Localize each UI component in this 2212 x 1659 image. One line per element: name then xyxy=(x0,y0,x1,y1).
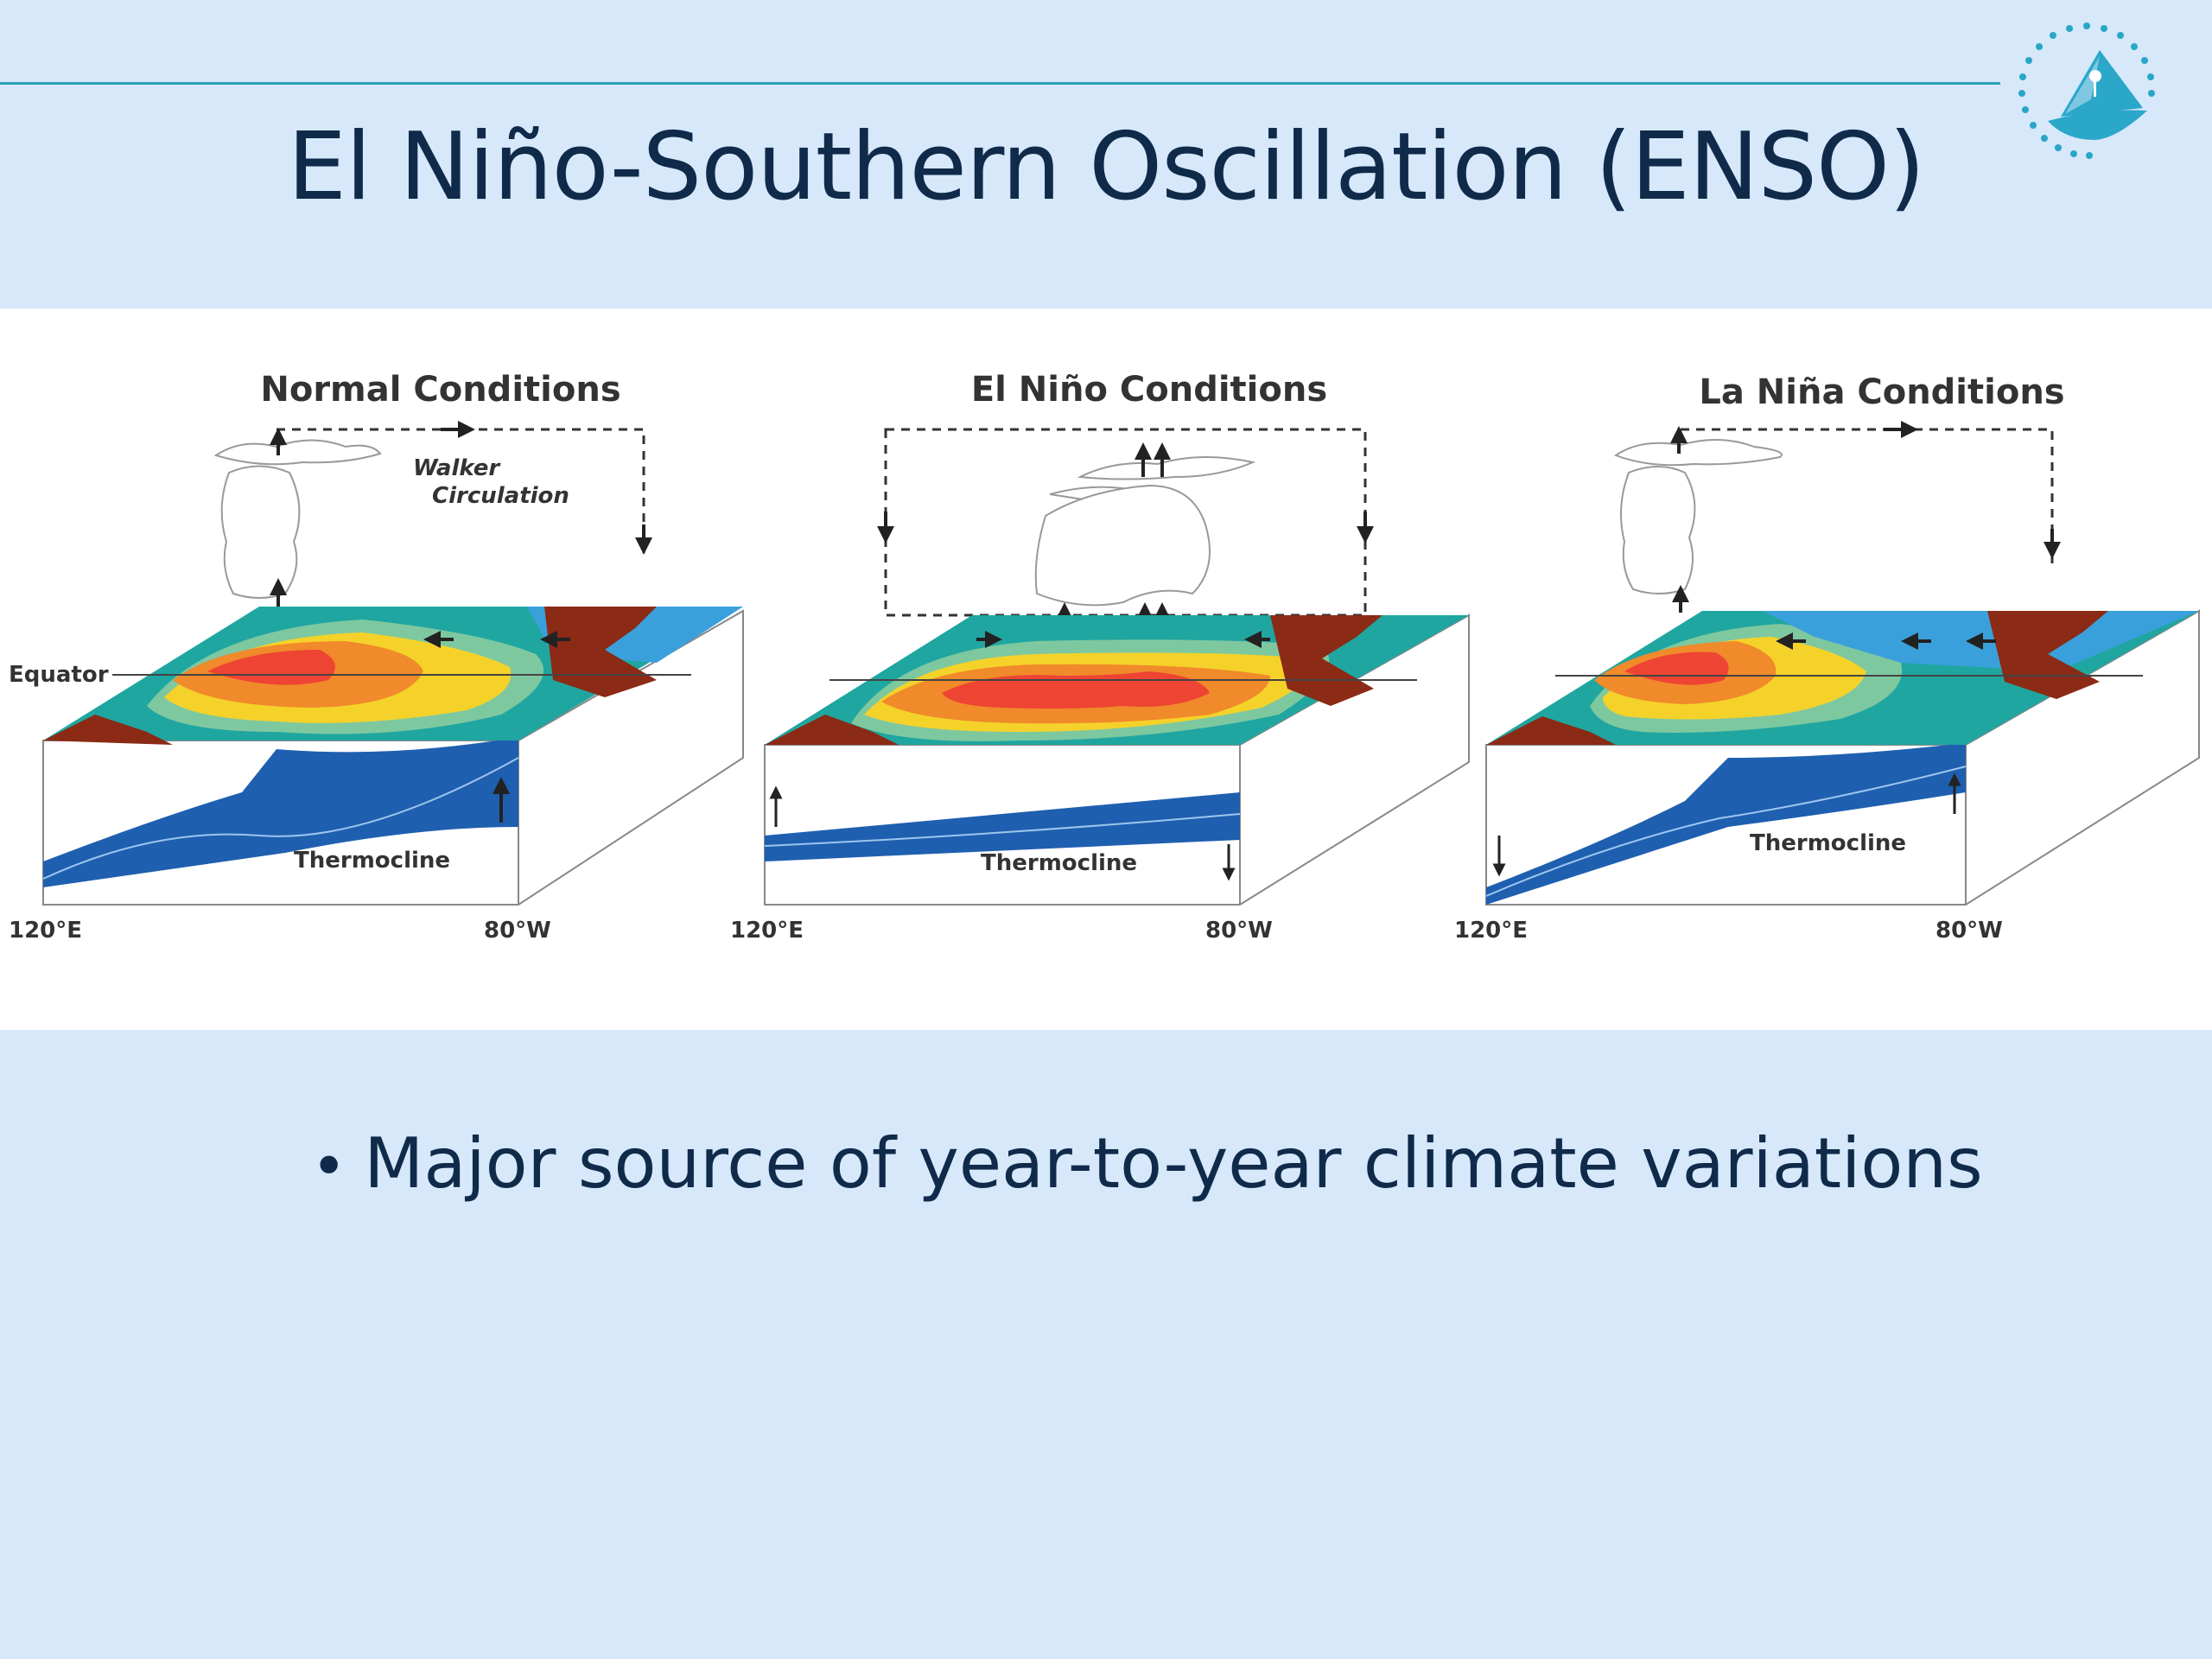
convection-cloud xyxy=(1034,455,1256,607)
panel-title-normal: Normal Conditions xyxy=(260,370,620,410)
slide-title: El Niño-Southern Oscillation (ENSO) xyxy=(287,113,1925,221)
thermocline-label: Thermocline xyxy=(1750,830,1906,856)
panel-la-nina: La Niña Conditions Thermocline xyxy=(1454,372,2200,944)
asia-land xyxy=(43,715,173,745)
header-rule xyxy=(0,82,2000,85)
thermocline-label: Thermocline xyxy=(981,850,1137,876)
enso-diagram: Normal Conditions Walker Circulation The… xyxy=(9,370,2200,944)
right-longitude: 80°W xyxy=(484,918,551,944)
enso-figure: Normal Conditions Walker Circulation The… xyxy=(0,308,2212,1030)
left-longitude: 120°E xyxy=(730,918,804,944)
organization-logo-icon xyxy=(2018,22,2155,159)
left-longitude: 120°E xyxy=(9,918,82,944)
panel-normal: Normal Conditions Walker Circulation The… xyxy=(9,370,744,944)
right-longitude: 80°W xyxy=(1205,918,1273,944)
deep-cold-water xyxy=(765,792,1240,861)
walker-label: Walker xyxy=(413,455,501,481)
equator-label: Equator xyxy=(9,662,109,688)
right-longitude: 80°W xyxy=(1936,918,2003,944)
convection-cloud xyxy=(1613,439,1783,594)
panel-el-nino: El Niño Conditions Thermocline xyxy=(730,370,1470,944)
panel-title-la-nina: La Niña Conditions xyxy=(1699,372,2064,412)
bullet-text: Major source of year-to-year climate var… xyxy=(364,1123,1983,1204)
walker-circulation-loop xyxy=(276,428,645,559)
panel-title-el-nino: El Niño Conditions xyxy=(971,370,1327,410)
deep-cold-water xyxy=(43,723,518,887)
circulation-label: Circulation xyxy=(432,483,569,509)
bullet-item: • Major source of year-to-year climate va… xyxy=(311,1123,1983,1204)
slide-header: El Niño-Southern Oscillation (ENSO) xyxy=(0,0,2212,308)
bullet-dot: • xyxy=(311,1131,347,1202)
convection-cloud xyxy=(213,439,382,599)
thermocline-label: Thermocline xyxy=(294,848,450,874)
left-longitude: 120°E xyxy=(1454,918,1528,944)
